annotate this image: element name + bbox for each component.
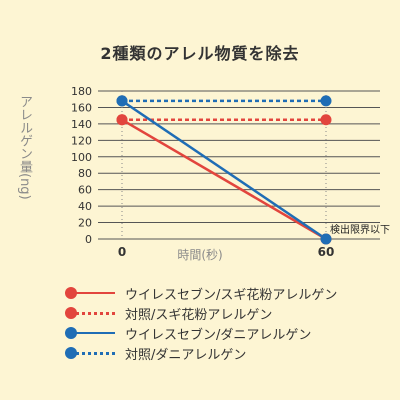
y-tick-label: 120 [71,134,92,147]
legend-swatch [65,347,115,359]
legend-label: ウイレスセブン/スギ花粉アレルゲン [125,287,338,303]
annotation-label: 検出限界以下 [330,223,390,236]
data-point-s1-x0 [116,114,128,126]
legend-item: ウイレスセブン/ダニアレルゲン [65,323,337,343]
y-tick-label: 160 [71,101,92,114]
legend-label: ウイレスセブン/ダニアレルゲン [125,327,312,343]
legend-swatch [65,307,115,319]
legend-swatch [65,327,115,339]
data-point-s3-x60 [320,95,332,107]
y-tick-label: 0 [85,233,92,246]
y-tick-label: 40 [78,200,92,213]
legend-label: 対照/スギ花粉アレルゲン [125,307,273,323]
legend: ウイレスセブン/スギ花粉アレルゲン 対照/スギ花粉アレルゲンウイレスセブン/ダニア… [65,283,337,363]
series-line-2 [121,99,327,241]
y-tick-label: 140 [71,118,92,131]
y-tick-label: 80 [78,167,92,180]
chart-title: 2種類のアレル物質を除去 [100,44,300,63]
legend-item: 対照/ダニアレルゲン [65,343,337,363]
x-tick-label: 0 [118,245,126,259]
y-tick-label: 180 [71,85,92,98]
data-point-s2-x60 [320,233,332,245]
series-line-0 [121,118,327,241]
legend-swatch [65,287,115,299]
x-tick-label: 60 [318,245,335,259]
y-tick-label: 20 [78,217,92,230]
legend-item: 対照/スギ花粉アレルゲン [65,303,337,323]
data-point-s1-x60 [320,114,332,126]
data-point-s3-x0 [116,95,128,107]
y-tick-label: 60 [78,184,92,197]
x-axis-label: 時間(秒) [177,248,223,262]
y-tick-label: 100 [71,151,92,164]
legend-item: ウイレスセブン/スギ花粉アレルゲン [65,283,337,303]
legend-label: 対照/ダニアレルゲン [125,347,247,363]
y-axis-label: アレルゲン量(ng) [17,95,32,200]
